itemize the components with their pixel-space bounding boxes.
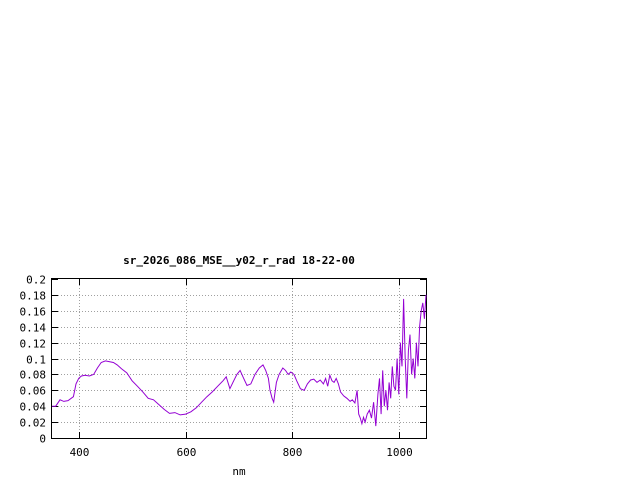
y-tick-label: 0.18 — [20, 290, 47, 303]
x-tick-labels: 400 600 800 1000 — [70, 446, 413, 459]
axes — [51, 278, 427, 439]
y-tick-label: 0.04 — [20, 401, 47, 414]
grid-lines — [52, 279, 426, 438]
x-tick-label: 1000 — [386, 446, 413, 459]
y-tick-label: 0 — [39, 433, 46, 446]
x-tick-label: 400 — [70, 446, 90, 459]
y-tick-label: 0.02 — [20, 417, 47, 430]
x-tick-label: 800 — [283, 446, 303, 459]
y-tick-label: 0.12 — [20, 338, 47, 351]
series-layer — [52, 294, 427, 427]
series-line — [52, 294, 427, 427]
y-tick-label: 0.08 — [20, 369, 47, 382]
y-tick-label: 0.14 — [20, 322, 47, 335]
y-tick-label: 0.2 — [26, 274, 46, 287]
x-tick-label: 600 — [177, 446, 197, 459]
plot-frame — [51, 278, 427, 439]
x-axis-label: nm — [232, 465, 246, 478]
y-tick-labels: 0 0.02 0.04 0.06 0.08 0.1 0.12 0.14 0.16 0.18 0.2 — [20, 274, 47, 446]
tick-marks — [52, 279, 426, 439]
y-tick-label: 0.16 — [20, 306, 47, 319]
y-tick-label: 0.06 — [20, 385, 47, 398]
chart-title: sr_2026_086_MSE__y02_r_rad 18-22-00 — [123, 254, 355, 267]
y-tick-label: 0.1 — [26, 354, 46, 367]
